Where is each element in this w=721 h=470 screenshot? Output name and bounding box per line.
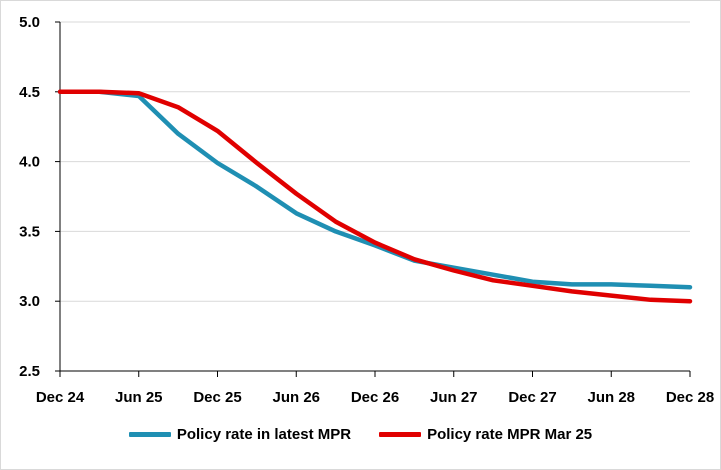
axes [55,22,690,377]
gridlines [60,22,690,301]
x-tick-label: Jun 28 [587,389,635,406]
legend-label-mpr-mar-25: Policy rate MPR Mar 25 [427,426,592,443]
x-tick-label: Dec 26 [351,389,399,406]
x-tick-label: Jun 26 [272,389,320,406]
x-tick-label: Dec 25 [193,389,241,406]
x-tick-label: Jun 25 [115,389,163,406]
x-tick-label: Dec 24 [36,389,85,406]
legend-label-latest-mpr: Policy rate in latest MPR [177,426,351,443]
y-tick-label: 4.0 [19,154,40,171]
series-line-0 [60,92,690,287]
legend-item-mpr-mar-25: Policy rate MPR Mar 25 [379,426,592,443]
series-line-1 [60,92,690,301]
x-tick-label: Dec 28 [666,389,714,406]
y-tick-label: 3.0 [19,293,40,310]
x-tick-label: Jun 27 [430,389,478,406]
y-tick-label: 5.0 [19,14,40,31]
x-tick-label: Dec 27 [508,389,556,406]
series-lines [60,92,690,301]
y-tick-label: 3.5 [19,223,40,240]
x-axis-tick-labels: Dec 24 Jun 25 Dec 25 Jun 26 Dec 26 Jun 27 Dec … [36,389,714,406]
y-tick-label: 4.5 [19,84,40,101]
legend-item-latest-mpr: Policy rate in latest MPR [129,426,351,443]
legend-swatch-latest-mpr [129,432,171,437]
legend: Policy rate in latest MPR Policy rate MP… [0,426,721,443]
y-axis-tick-labels: 5.0 4.5 4.0 3.5 3.0 2.5 [19,14,40,380]
legend-swatch-mpr-mar-25 [379,432,421,437]
y-tick-label: 2.5 [19,363,40,380]
